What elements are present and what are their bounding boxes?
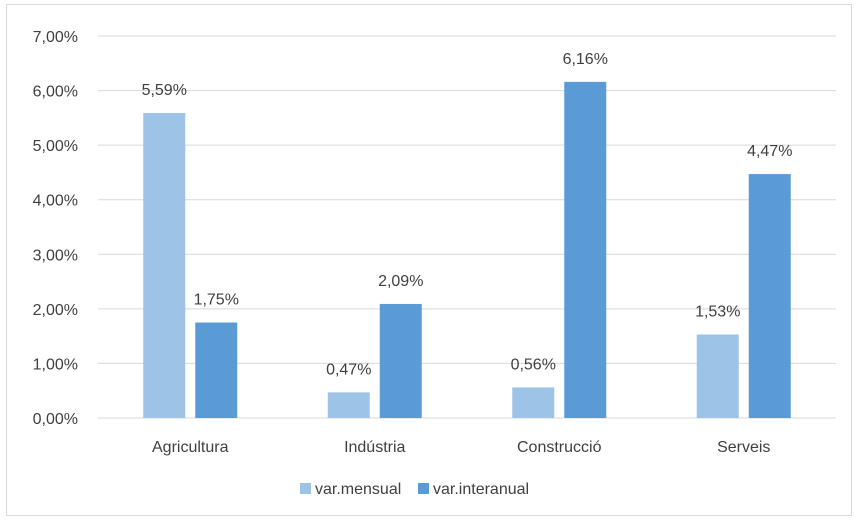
legend-label: var.mensual <box>315 481 401 498</box>
y-tick-label: 0,00% <box>33 411 78 428</box>
y-tick-label: 5,00% <box>33 138 78 155</box>
bar-var-mensual <box>696 334 739 418</box>
x-category-label: Serveis <box>717 439 770 456</box>
data-label: 1,53% <box>695 304 740 321</box>
bar-var-interanual <box>195 322 238 418</box>
y-tick-label: 7,00% <box>33 29 78 46</box>
bar-var-mensual <box>327 392 370 418</box>
y-tick-label: 1,00% <box>33 356 78 373</box>
bar-var-interanual <box>748 174 791 418</box>
data-label: 0,56% <box>511 356 556 373</box>
data-label: 1,75% <box>194 292 239 309</box>
bar-var-interanual <box>564 81 607 418</box>
legend-label: var.interanual <box>433 481 529 498</box>
data-label: 4,47% <box>747 143 792 160</box>
data-label: 6,16% <box>563 51 608 68</box>
x-category-label: Construcció <box>517 439 602 456</box>
legend-swatch <box>418 483 429 494</box>
data-label: 0,47% <box>326 361 371 378</box>
x-category-label: Agricultura <box>152 439 229 456</box>
y-tick-label: 4,00% <box>33 193 78 210</box>
legend-swatch <box>300 483 311 494</box>
y-tick-label: 3,00% <box>33 247 78 264</box>
bar-var-mensual <box>143 112 186 419</box>
x-category-label: Indústria <box>344 439 405 456</box>
bar-var-mensual <box>512 387 555 418</box>
data-label: 5,59% <box>142 82 187 99</box>
y-tick-label: 2,00% <box>33 302 78 319</box>
y-tick-label: 6,00% <box>33 84 78 101</box>
bar-var-interanual <box>379 303 422 418</box>
data-label: 2,09% <box>378 273 423 290</box>
